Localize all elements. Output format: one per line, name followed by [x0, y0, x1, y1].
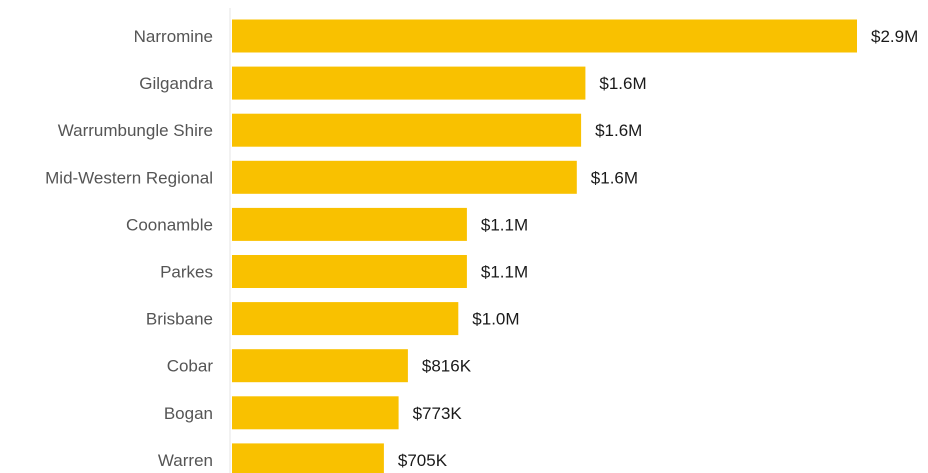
bar-6 — [232, 302, 459, 336]
value-label-6: $1.0M — [472, 310, 519, 329]
value-label-5: $1.1M — [481, 263, 528, 282]
value-label-2: $1.6M — [595, 121, 642, 140]
bar-2 — [232, 113, 582, 147]
bar-3 — [232, 160, 577, 194]
bar-8 — [232, 396, 399, 430]
value-labels: $2.9M $1.6M $1.6M $1.6M $1.1M $1.1M $1.0M $816K… — [398, 27, 918, 470]
bar-9 — [232, 443, 384, 473]
category-label-8: Bogan — [164, 404, 213, 423]
bar-7 — [232, 349, 408, 383]
category-label-7: Cobar — [167, 357, 214, 376]
category-labels: Narromine Gilgandra Warrumbungle Shire Mid-… — [45, 27, 213, 470]
value-label-8: $773K — [413, 404, 463, 423]
value-label-3: $1.6M — [591, 168, 638, 187]
value-label-9: $705K — [398, 451, 448, 470]
value-label-0: $2.9M — [871, 27, 918, 46]
value-label-1: $1.6M — [599, 74, 646, 93]
category-label-1: Gilgandra — [139, 74, 213, 93]
category-label-6: Brisbane — [146, 310, 213, 329]
value-label-7: $816K — [422, 357, 472, 376]
bar-5 — [232, 255, 467, 288]
category-label-2: Warrumbungle Shire — [58, 121, 213, 140]
category-label-0: Narromine — [134, 27, 213, 46]
category-label-4: Coonamble — [126, 215, 213, 234]
bar-1 — [232, 66, 586, 100]
category-label-9: Warren — [158, 451, 213, 470]
bar-4 — [232, 207, 467, 241]
value-label-4: $1.1M — [481, 215, 528, 234]
bar-0 — [232, 19, 857, 53]
category-label-5: Parkes — [160, 263, 213, 282]
category-label-3: Mid-Western Regional — [45, 168, 213, 187]
bars — [232, 19, 857, 473]
